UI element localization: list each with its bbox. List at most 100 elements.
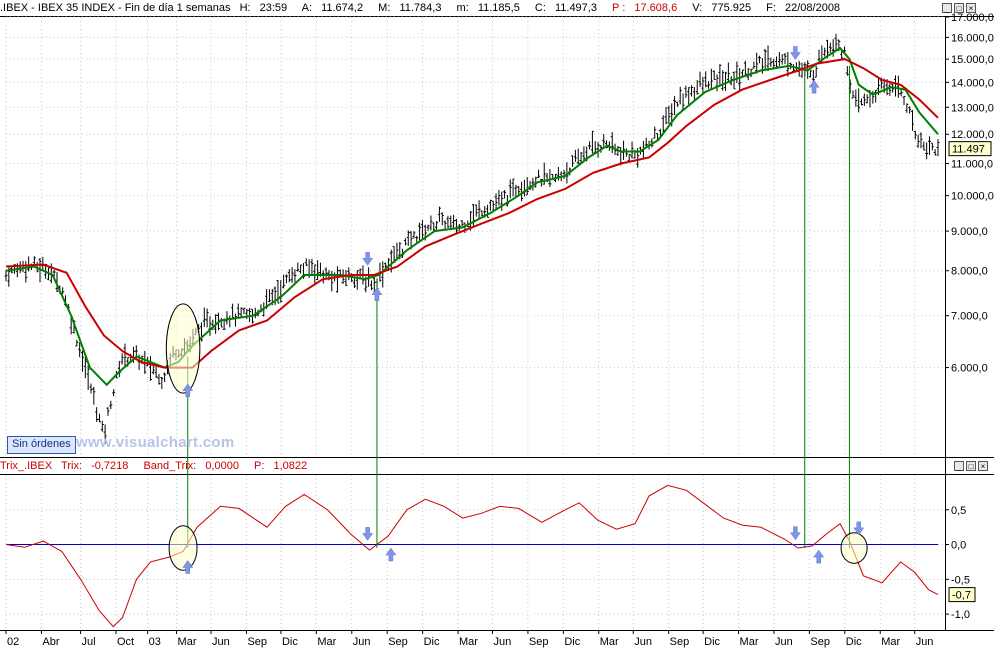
x-tick-label: Dic bbox=[564, 636, 580, 648]
x-tick-label: Mar bbox=[740, 636, 759, 648]
price-arrow-down-icon bbox=[789, 46, 801, 60]
trix-arrow-up-icon bbox=[813, 549, 825, 564]
price-arrow-down-icon bbox=[362, 252, 374, 266]
x-tick-label: Jun bbox=[775, 636, 793, 648]
low-label: m: bbox=[456, 2, 469, 14]
x-tick-label: Jun bbox=[212, 636, 230, 648]
x-tick-label: Jun bbox=[916, 636, 934, 648]
price-bars bbox=[4, 33, 940, 444]
v-label: V: bbox=[692, 2, 703, 14]
trix-y-label: -0,5 bbox=[951, 574, 970, 586]
x-tick-label: Mar bbox=[178, 636, 197, 648]
c-value: 11.497,3 bbox=[554, 2, 597, 14]
trix-y-label: 0,0 bbox=[951, 540, 966, 552]
x-tick-label: Dic bbox=[846, 636, 862, 648]
trix-signal-ellipse bbox=[840, 532, 868, 564]
p-label: P : bbox=[612, 2, 626, 14]
price-close-button[interactable]: × bbox=[966, 3, 976, 13]
x-tick-label: Sep bbox=[529, 636, 549, 648]
x-tick-label: Jul bbox=[82, 636, 96, 648]
price-y-label: 6.000,0 bbox=[951, 363, 988, 375]
x-tick-label: 03 bbox=[149, 636, 161, 648]
x-tick-label: Mar bbox=[600, 636, 619, 648]
trix-arrow-down-icon bbox=[362, 527, 374, 541]
trix-arrow-up-icon bbox=[182, 560, 194, 574]
x-tick-label: Dic bbox=[424, 636, 440, 648]
a-value: 11.674,2 bbox=[321, 2, 364, 14]
price-arrow-up-icon bbox=[371, 287, 383, 301]
h-value: 23:59 bbox=[259, 2, 288, 14]
trix-label: Trix: bbox=[61, 460, 83, 472]
x-tick-label: Jun bbox=[494, 636, 512, 648]
a-label: A: bbox=[301, 2, 313, 14]
p-value: 17.608,6 bbox=[634, 2, 678, 14]
last-trix-label: -0,7 bbox=[952, 590, 971, 602]
band-trix-label: Band_Trix: bbox=[143, 460, 197, 472]
price-signal-ellipse bbox=[165, 303, 201, 394]
x-tick-label: Sep bbox=[247, 636, 267, 648]
price-y-label: 7.000,0 bbox=[951, 311, 988, 323]
x-tick-label: Mar bbox=[881, 636, 900, 648]
price-y-label: 10.000,0 bbox=[951, 191, 994, 203]
price-y-label: 16.000,0 bbox=[951, 32, 994, 44]
x-tick-label: Sep bbox=[388, 636, 408, 648]
m-value: 11.784,3 bbox=[399, 2, 442, 14]
x-tick-label: Sep bbox=[810, 636, 830, 648]
trix-arrow-down-icon bbox=[853, 521, 865, 536]
trix-header: Trix_.IBEX Trix: -0,7218 Band_Trix: 0,00… bbox=[0, 458, 945, 474]
price-arrow-up-icon bbox=[182, 383, 194, 398]
x-tick-label: Mar bbox=[317, 636, 336, 648]
m-label: M: bbox=[378, 2, 391, 14]
x-tick-label: 02 bbox=[7, 636, 19, 648]
band-trix-value: 0,0000 bbox=[205, 460, 239, 472]
price-y-label: 8.000,0 bbox=[951, 266, 988, 278]
trix-y-label: 0,5 bbox=[951, 505, 966, 517]
x-tick-label: Dic bbox=[282, 636, 298, 648]
watermark-text: www.visualchart.com bbox=[76, 434, 235, 451]
x-tick-label: Mar bbox=[459, 636, 478, 648]
price-y-label: 12.000,0 bbox=[951, 129, 994, 141]
h-label: H: bbox=[239, 2, 251, 14]
price-maximize-button[interactable]: □ bbox=[954, 3, 964, 13]
trix-p-label: P: bbox=[254, 460, 265, 472]
price-y-label: 13.000,0 bbox=[951, 102, 994, 114]
trix-name: Trix_.IBEX bbox=[0, 460, 53, 472]
trix-value: -0,7218 bbox=[91, 460, 129, 472]
price-y-label: 17.000,0 bbox=[951, 12, 994, 24]
x-tick-label: Abr bbox=[42, 636, 59, 648]
sin-ordenes-button[interactable]: Sin órdenes bbox=[7, 436, 76, 454]
trix-y-label: -1,0 bbox=[951, 609, 970, 621]
f-label: F: bbox=[766, 2, 776, 14]
c-label: C: bbox=[534, 2, 546, 14]
price-y-label: 9.000,0 bbox=[951, 226, 988, 238]
x-tick-label: Sep bbox=[670, 636, 690, 648]
last-trix-box bbox=[948, 587, 976, 603]
trix-p-value: 1,0822 bbox=[273, 460, 308, 472]
x-tick-label: Oct bbox=[117, 636, 134, 648]
symbol-label: .IBEX - IBEX 35 INDEX - Fin de día 1 sem… bbox=[0, 2, 231, 14]
trix-arrow-up-icon bbox=[385, 547, 397, 562]
price-header: .IBEX - IBEX 35 INDEX - Fin de día 1 sem… bbox=[0, 0, 945, 16]
x-tick-label: Jun bbox=[634, 636, 652, 648]
trix-arrow-down-icon bbox=[789, 526, 801, 541]
price-y-label: 15.000,0 bbox=[951, 54, 994, 66]
price-ma-line-2 bbox=[5, 58, 939, 369]
trix-minimize-button[interactable]: _ bbox=[954, 461, 964, 471]
price-y-label: 11.000,0 bbox=[951, 159, 993, 171]
trix-signal-ellipse bbox=[168, 525, 198, 571]
x-tick-label: Jun bbox=[353, 636, 371, 648]
trix-close-button[interactable]: × bbox=[978, 461, 988, 471]
price-minimize-button[interactable]: _ bbox=[942, 3, 952, 13]
x-tick-label: Dic bbox=[704, 636, 720, 648]
price-y-label: 14.000,0 bbox=[951, 77, 994, 89]
price-arrow-up-icon bbox=[808, 79, 820, 94]
price-ma-line-1 bbox=[5, 46, 939, 387]
v-value: 775.925 bbox=[711, 2, 752, 14]
f-value: 22/08/2008 bbox=[785, 2, 841, 14]
trix-maximize-button[interactable]: □ bbox=[966, 461, 976, 471]
last-price-box bbox=[948, 141, 992, 157]
low-value: 11.185,5 bbox=[477, 2, 520, 14]
last-price-label: 11.497 bbox=[952, 144, 985, 156]
